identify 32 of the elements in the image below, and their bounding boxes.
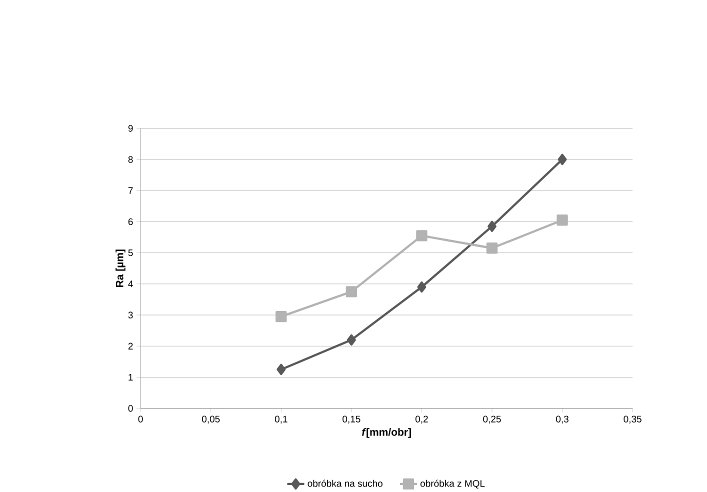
y-tick-label: 7 bbox=[128, 187, 133, 194]
point bbox=[276, 364, 286, 375]
x-tick-label: 0,15 bbox=[342, 416, 360, 424]
point bbox=[346, 334, 356, 346]
x-tick-label: 0,05 bbox=[202, 416, 220, 424]
legend-label: obróbka na sucho bbox=[308, 480, 382, 487]
y-tick-label: 3 bbox=[128, 312, 133, 318]
point bbox=[558, 154, 567, 166]
y-tick-label: 1 bbox=[128, 374, 133, 380]
point bbox=[417, 281, 426, 293]
point bbox=[556, 214, 568, 226]
y-tick-label: 5 bbox=[128, 249, 133, 256]
y-tick-label: 0 bbox=[128, 404, 133, 412]
point bbox=[346, 286, 358, 298]
x-tick-label: 0,25 bbox=[483, 416, 501, 424]
legend-label: obróbka z MQL bbox=[420, 480, 485, 488]
x-tick-label: 0,35 bbox=[624, 416, 642, 424]
y-tick-label: 6 bbox=[128, 218, 133, 225]
y-axis-title: Ra [µm] bbox=[116, 250, 126, 287]
point bbox=[416, 230, 428, 242]
y-tick-label: 4 bbox=[128, 280, 133, 288]
x-tick-label: 0,3 bbox=[556, 416, 568, 424]
point bbox=[276, 310, 287, 322]
x-tick-label: 0 bbox=[138, 416, 143, 422]
y-tick-label: 2 bbox=[128, 342, 133, 350]
x-axis-title: f[mm/obr] bbox=[362, 428, 411, 438]
y-tick-label: 9 bbox=[128, 124, 133, 132]
x-tick-label: 0,1 bbox=[274, 416, 288, 424]
x-tick-label: 0,2 bbox=[415, 416, 428, 424]
point bbox=[486, 242, 498, 254]
y-tick-label: 8 bbox=[128, 156, 133, 163]
point bbox=[488, 220, 496, 232]
